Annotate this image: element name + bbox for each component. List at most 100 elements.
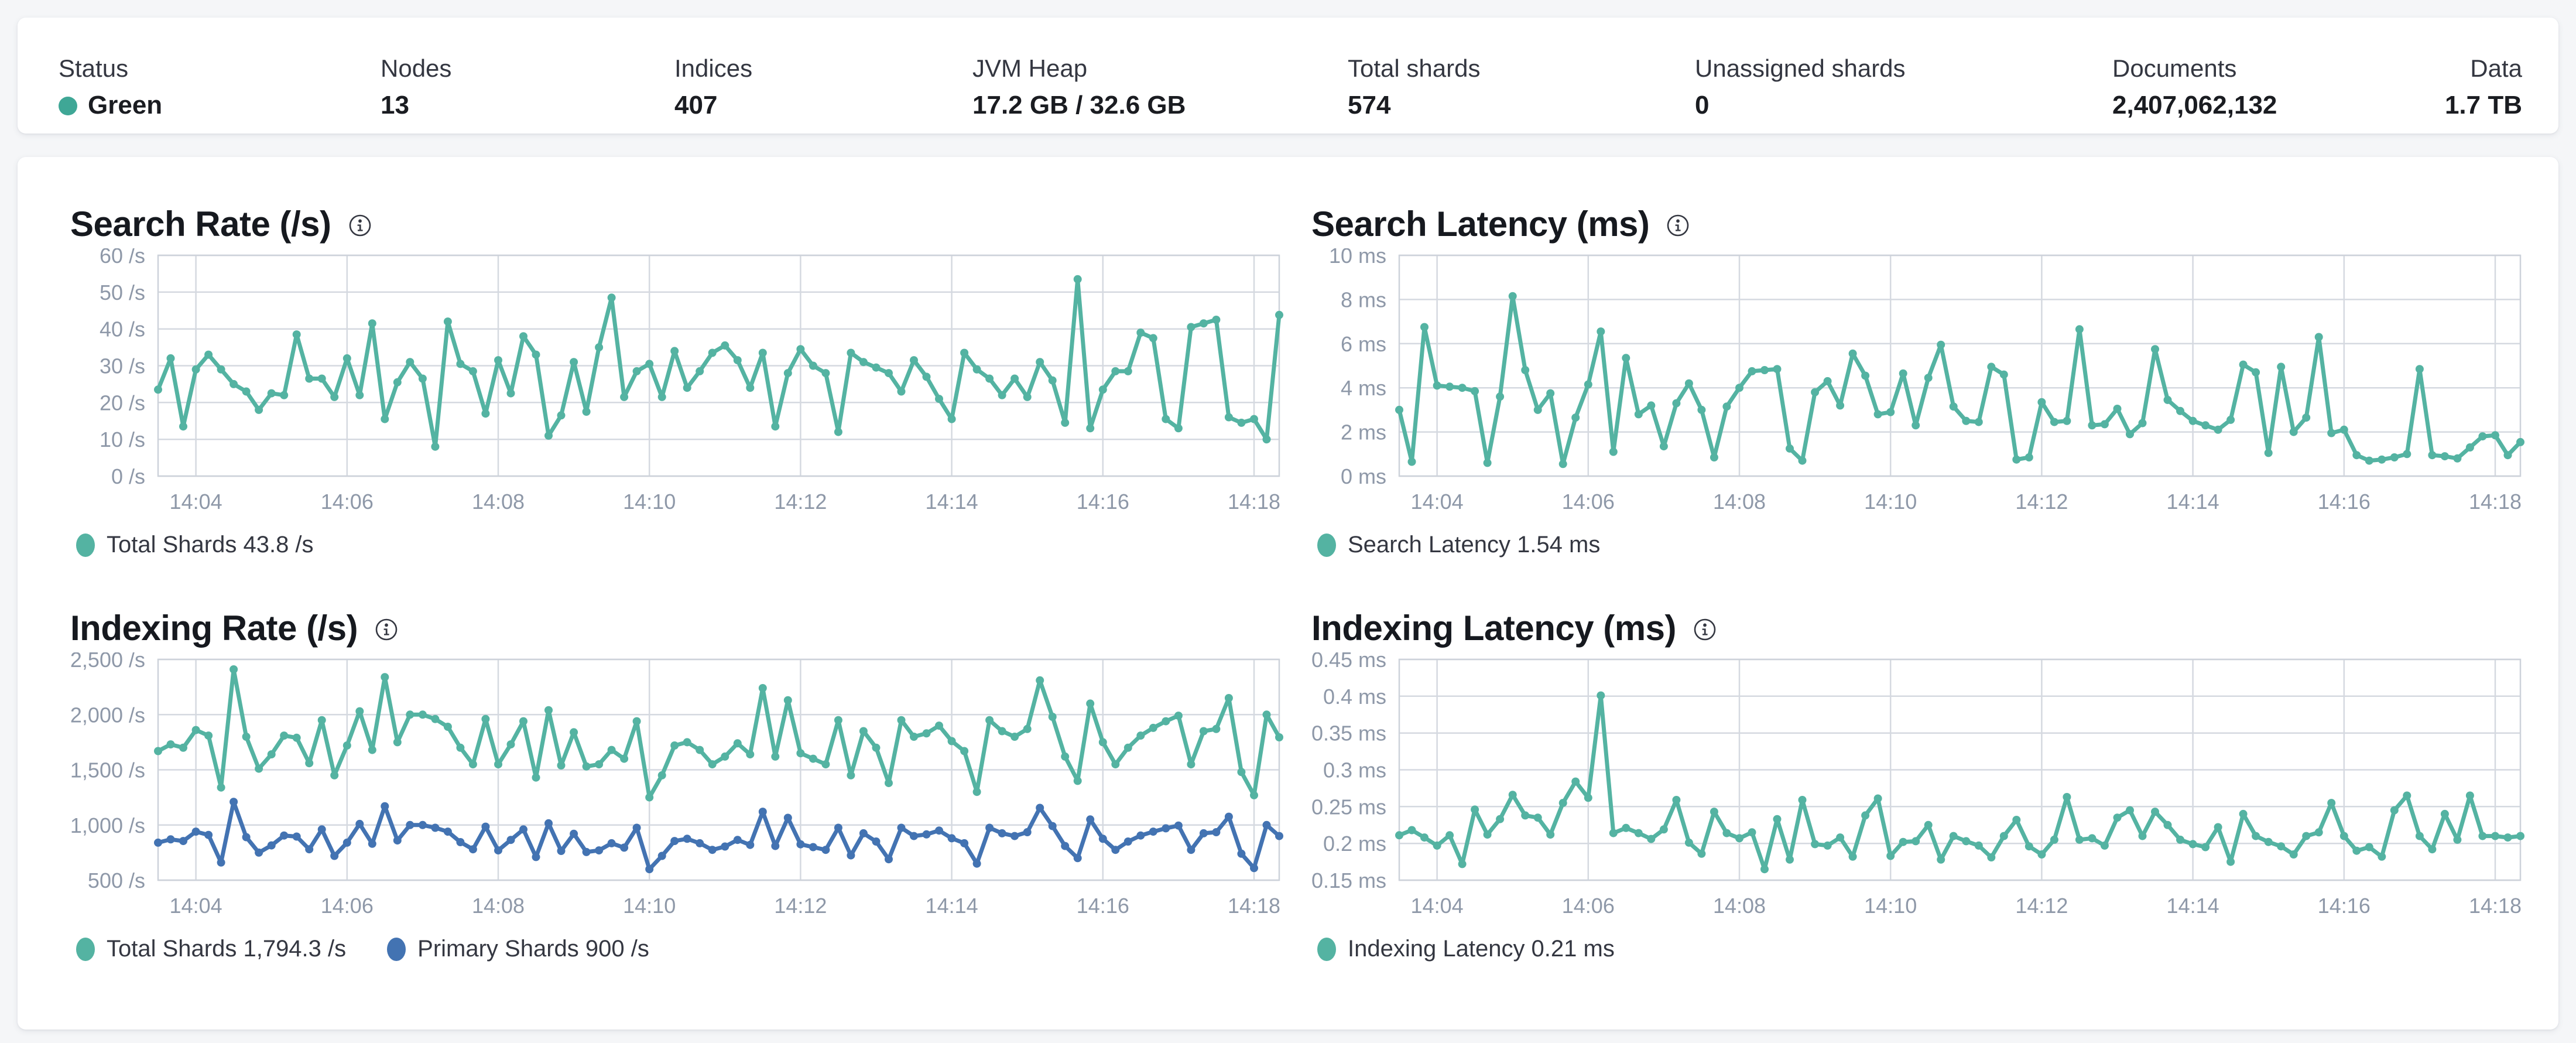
- svg-text:14:10: 14:10: [623, 894, 676, 918]
- svg-text:40 /s: 40 /s: [100, 317, 145, 341]
- info-icon[interactable]: [374, 617, 399, 642]
- info-icon[interactable]: [1693, 617, 1717, 642]
- svg-text:6 ms: 6 ms: [1341, 332, 1386, 356]
- svg-text:0.35 ms: 0.35 ms: [1311, 721, 1386, 746]
- svg-text:60 /s: 60 /s: [100, 248, 145, 268]
- legend-series-label: Total Shards 43.8 /s: [107, 532, 314, 558]
- legend-item: Search Latency 1.54 ms: [1317, 532, 1600, 558]
- stat-data-value: 1.7 TB: [2444, 91, 2522, 120]
- svg-text:14:18: 14:18: [1228, 894, 1280, 918]
- chart-indexing-latency-legend: Indexing Latency 0.21 ms: [1317, 936, 2529, 962]
- stat-data: Data 1.7 TB: [2445, 54, 2522, 120]
- legend-item: Indexing Latency 0.21 ms: [1317, 936, 1615, 962]
- svg-text:50 /s: 50 /s: [100, 281, 145, 305]
- svg-text:14:14: 14:14: [926, 894, 978, 918]
- stat-nodes-value: 13: [381, 91, 409, 120]
- stat-documents: Documents 2,407,062,132: [2112, 54, 2277, 120]
- svg-text:14:04: 14:04: [170, 894, 222, 918]
- stat-jvm-heap: JVM Heap 17.2 GB / 32.6 GB: [972, 54, 1186, 120]
- stat-status-label: Status: [59, 54, 129, 82]
- stat-indices-label: Indices: [674, 54, 753, 82]
- metrics-panel: Search Rate (/s) 60 /s 50 /s 40 /s 30 /s 20 …: [18, 157, 2558, 1030]
- svg-text:14:18: 14:18: [2469, 490, 2522, 514]
- stat-nodes: Nodes 13: [381, 54, 451, 120]
- svg-text:14:06: 14:06: [1562, 894, 1615, 918]
- svg-text:14:06: 14:06: [321, 490, 374, 514]
- svg-text:10 ms: 10 ms: [1329, 248, 1386, 268]
- svg-text:14:04: 14:04: [1411, 490, 1464, 514]
- legend-series-dot-icon: [76, 937, 95, 961]
- svg-text:0 /s: 0 /s: [111, 464, 145, 488]
- status-health-dot-icon: [59, 96, 77, 115]
- svg-text:0.25 ms: 0.25 ms: [1311, 795, 1386, 819]
- stat-status-value: Green: [88, 91, 163, 120]
- svg-text:14:18: 14:18: [2469, 894, 2522, 918]
- svg-text:2,500 /s: 2,500 /s: [70, 652, 145, 672]
- info-icon[interactable]: [348, 213, 372, 238]
- stat-documents-label: Documents: [2112, 54, 2237, 82]
- info-icon[interactable]: [1666, 213, 1690, 238]
- stat-unassigned-shards-value: 0: [1695, 91, 1710, 120]
- svg-text:14:14: 14:14: [926, 490, 978, 514]
- svg-text:14:10: 14:10: [623, 490, 676, 514]
- svg-text:500 /s: 500 /s: [88, 868, 145, 892]
- svg-text:4 ms: 4 ms: [1341, 376, 1386, 400]
- legend-item: Total Shards 1,794.3 /s: [76, 936, 346, 962]
- stat-unassigned-shards: Unassigned shards 0: [1695, 54, 1906, 120]
- svg-text:14:14: 14:14: [2167, 894, 2219, 918]
- svg-text:0.3 ms: 0.3 ms: [1323, 758, 1386, 782]
- chart-search-rate-plot[interactable]: 60 /s 50 /s 40 /s 30 /s 20 /s 10 /s 0 /s 14:04 1…: [53, 248, 1288, 524]
- legend-item: Primary Shards 900 /s: [387, 936, 649, 962]
- stat-indices: Indices 407: [674, 54, 752, 120]
- chart-indexing-rate: Indexing Rate (/s) 2,500 /s 2,000 /s 1,500…: [53, 603, 1288, 983]
- svg-text:14:14: 14:14: [2167, 490, 2219, 514]
- svg-text:14:10: 14:10: [1864, 490, 1917, 514]
- svg-text:30 /s: 30 /s: [100, 354, 145, 378]
- chart-search-latency: Search Latency (ms) 10 ms 8 ms 6 ms 4 ms 2 m…: [1294, 199, 2529, 579]
- stat-total-shards-value: 574: [1348, 91, 1391, 120]
- stat-nodes-label: Nodes: [381, 54, 452, 82]
- svg-text:14:12: 14:12: [774, 894, 827, 918]
- svg-text:14:10: 14:10: [1864, 894, 1917, 918]
- stat-total-shards-label: Total shards: [1348, 54, 1481, 82]
- stat-jvm-heap-value: 17.2 GB / 32.6 GB: [972, 91, 1186, 120]
- svg-text:14:06: 14:06: [1562, 490, 1615, 514]
- chart-indexing-rate-title: Indexing Rate (/s): [70, 608, 358, 648]
- svg-text:0.4 ms: 0.4 ms: [1323, 685, 1386, 709]
- legend-series-dot-icon: [387, 937, 406, 961]
- svg-text:1,000 /s: 1,000 /s: [70, 813, 145, 837]
- stat-status: Status Green: [59, 54, 162, 120]
- cluster-status-bar: Status Green Nodes 13 Indices 407 JVM He…: [18, 18, 2558, 134]
- stat-unassigned-shards-label: Unassigned shards: [1695, 54, 1906, 82]
- svg-text:14:18: 14:18: [1228, 490, 1280, 514]
- legend-series-dot-icon: [1317, 533, 1336, 557]
- chart-search-rate-title: Search Rate (/s): [70, 204, 331, 244]
- svg-text:14:12: 14:12: [774, 490, 827, 514]
- stat-indices-value: 407: [674, 91, 718, 120]
- svg-text:2,000 /s: 2,000 /s: [70, 703, 145, 727]
- legend-series-label: Search Latency 1.54 ms: [1348, 532, 1601, 558]
- svg-text:2 ms: 2 ms: [1341, 420, 1386, 444]
- svg-text:0.15 ms: 0.15 ms: [1311, 868, 1386, 892]
- chart-search-rate: Search Rate (/s) 60 /s 50 /s 40 /s 30 /s 20 …: [53, 199, 1288, 579]
- legend-item: Total Shards 43.8 /s: [76, 532, 314, 558]
- svg-text:14:04: 14:04: [170, 490, 222, 514]
- svg-text:10 /s: 10 /s: [100, 428, 145, 452]
- svg-text:14:08: 14:08: [1713, 894, 1766, 918]
- chart-indexing-rate-plot[interactable]: 2,500 /s 2,000 /s 1,500 /s 1,000 /s 500 /s 14…: [53, 652, 1288, 928]
- stat-documents-value: 2,407,062,132: [2112, 91, 2277, 120]
- legend-series-dot-icon: [1317, 937, 1336, 961]
- chart-indexing-latency-plot[interactable]: 0.45 ms 0.4 ms 0.35 ms 0.3 ms 0.25 ms 0.2 ms 0…: [1294, 652, 2529, 928]
- chart-search-latency-title: Search Latency (ms): [1311, 204, 1650, 244]
- stat-jvm-heap-label: JVM Heap: [972, 54, 1088, 82]
- svg-text:14:06: 14:06: [321, 894, 374, 918]
- svg-text:14:08: 14:08: [472, 490, 525, 514]
- legend-series-label: Primary Shards 900 /s: [417, 936, 649, 962]
- svg-text:14:16: 14:16: [2318, 894, 2371, 918]
- chart-search-latency-plot[interactable]: 10 ms 8 ms 6 ms 4 ms 2 ms 0 ms 14:04 14:06 14:08…: [1294, 248, 2529, 524]
- svg-text:14:16: 14:16: [1077, 490, 1129, 514]
- legend-series-label: Total Shards 1,794.3 /s: [107, 936, 347, 962]
- stat-data-label: Data: [2470, 54, 2522, 82]
- chart-search-rate-legend: Total Shards 43.8 /s: [76, 532, 1288, 558]
